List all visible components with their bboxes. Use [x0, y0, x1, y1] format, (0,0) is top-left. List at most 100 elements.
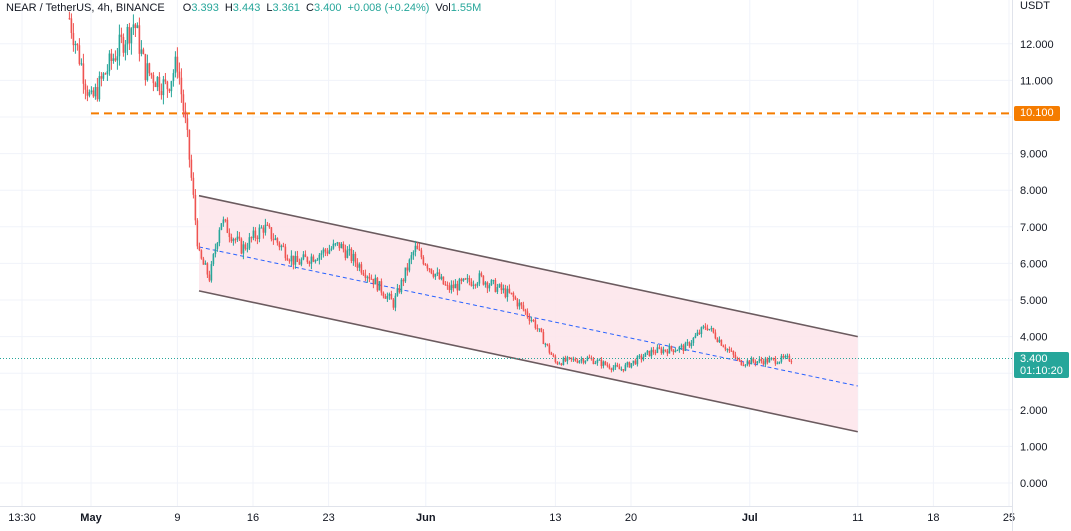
candle-body	[498, 284, 501, 288]
candle-body	[632, 360, 635, 364]
time-tick-label: 16	[247, 512, 259, 524]
candle-body	[544, 343, 547, 345]
time-axis-divider	[0, 506, 1012, 507]
candle-body	[422, 257, 425, 264]
candle-body	[438, 272, 441, 280]
time-tick-label: May	[80, 512, 102, 524]
candle-body	[522, 305, 525, 310]
candle-body	[460, 279, 463, 281]
candle-body	[262, 227, 265, 233]
bar-countdown: 01:10:20	[1020, 365, 1063, 377]
candle-body	[234, 239, 237, 241]
candle-body	[70, 18, 73, 33]
candle-body	[494, 280, 497, 292]
channel-fill	[199, 195, 858, 432]
candle-body	[300, 259, 303, 265]
candle-body	[376, 277, 379, 291]
time-tick-label: 9	[174, 512, 180, 524]
candle-body	[122, 37, 125, 53]
candle-body	[484, 282, 487, 285]
candle-body	[524, 309, 527, 312]
candle-body	[574, 358, 577, 362]
candle-body	[630, 363, 633, 368]
candle-body	[382, 292, 385, 297]
low-value: 3.361	[272, 2, 300, 14]
candle-body	[354, 253, 357, 263]
candle-body	[280, 245, 283, 248]
candle-body	[722, 345, 725, 348]
volume-label: Vol	[435, 2, 451, 14]
candle-body	[594, 362, 597, 364]
candle-body	[528, 316, 531, 321]
candle-body	[292, 255, 295, 265]
candle-body	[458, 279, 461, 291]
symbol-legend: NEAR / TetherUS, 4h, BINANCE O 3.393 H 3.4…	[6, 2, 481, 14]
candle-body	[790, 361, 793, 363]
candle-body	[134, 24, 137, 28]
candle-body	[516, 299, 519, 307]
candle-body	[214, 248, 217, 255]
candle-body	[752, 358, 755, 362]
candle-body	[190, 159, 193, 178]
candle-body	[680, 345, 683, 347]
candle-body	[194, 194, 197, 221]
candle-body	[386, 295, 389, 299]
candle-body	[160, 91, 163, 96]
candle-body	[74, 43, 77, 46]
candle-body	[434, 273, 437, 277]
candle-body	[650, 349, 653, 357]
candle-body	[446, 284, 449, 286]
candle-body	[784, 356, 787, 358]
candle-body	[556, 361, 559, 364]
candle-body	[740, 360, 743, 366]
candle-body	[176, 56, 179, 72]
candle-body	[410, 255, 413, 260]
candle-body	[534, 320, 537, 329]
candle-body	[82, 63, 85, 84]
candle-body	[192, 177, 195, 195]
candle-body	[206, 263, 209, 275]
candle-body	[136, 25, 139, 28]
candle-body	[448, 285, 451, 291]
candle-body	[90, 90, 93, 93]
candle-body	[418, 249, 421, 251]
candle-body	[766, 358, 769, 363]
candle-body	[78, 45, 81, 64]
candle-body	[80, 63, 83, 65]
candle-body	[320, 253, 323, 255]
candle-body	[758, 359, 761, 362]
candle-body	[164, 79, 167, 82]
candle-body	[222, 219, 225, 224]
candle-body	[692, 337, 695, 344]
candle-body	[526, 311, 529, 317]
candle-body	[642, 356, 645, 360]
candle-body	[612, 367, 615, 370]
candle-body	[212, 254, 215, 265]
candle-body	[396, 288, 399, 296]
candle-body	[546, 343, 549, 346]
candle-body	[346, 250, 349, 258]
candle-body	[298, 261, 301, 265]
price-tick-label: 8.000	[1020, 185, 1048, 197]
candle-body	[470, 281, 473, 286]
candle-body	[702, 326, 705, 328]
candle-body	[184, 110, 187, 119]
candle-body	[416, 245, 419, 250]
candle-body	[178, 71, 181, 78]
candle-body	[746, 360, 749, 365]
candle-body	[302, 254, 305, 260]
candle-body	[466, 278, 469, 280]
candle-body	[398, 288, 401, 293]
candle-body	[328, 249, 331, 254]
candle-body	[330, 248, 333, 250]
candle-body	[112, 58, 115, 61]
candle-body	[344, 249, 347, 258]
candle-body	[730, 350, 733, 352]
last-price-value: 3.400	[1020, 353, 1048, 365]
candle-body	[552, 354, 555, 357]
candle-body	[98, 76, 101, 100]
candle-body	[474, 284, 477, 286]
symbol-title: NEAR / TetherUS, 4h, BINANCE	[6, 2, 165, 14]
